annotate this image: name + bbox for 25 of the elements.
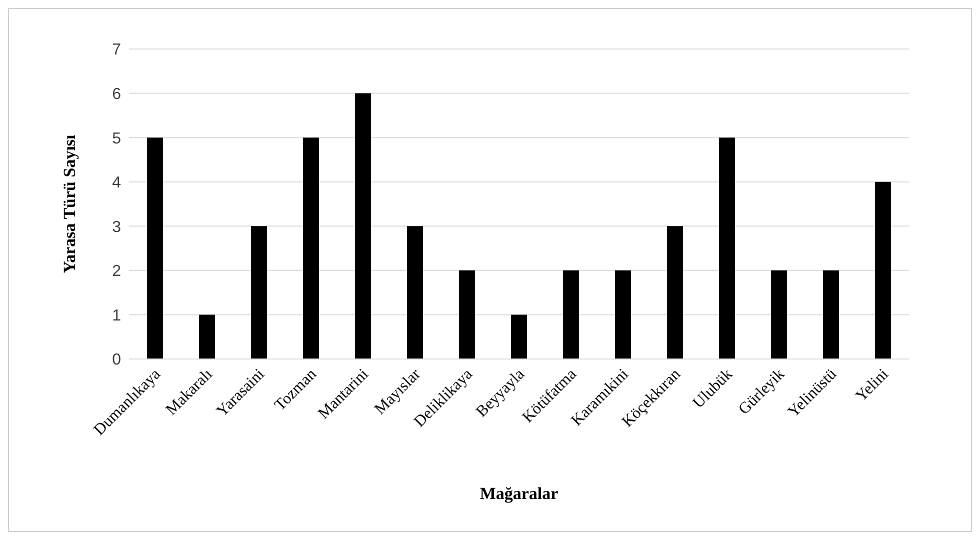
bar (407, 226, 423, 359)
y-tick-label: 3 (112, 218, 122, 236)
y-tick-label: 7 (112, 42, 122, 59)
bar (355, 93, 371, 359)
bar (459, 270, 475, 359)
y-tick-label: 5 (112, 130, 122, 148)
y-tick-label: 2 (112, 263, 122, 280)
x-axis-title: Mağaralar (480, 484, 559, 503)
bar (563, 270, 579, 359)
y-tick-label: 6 (112, 86, 122, 103)
y-axis-title: Yarasa Türü Sayısı (60, 134, 80, 274)
bar (303, 138, 319, 359)
bar (823, 270, 839, 359)
bar (511, 314, 527, 359)
bar (199, 314, 215, 359)
bar (615, 270, 631, 359)
bar (147, 138, 163, 359)
bar (875, 182, 891, 359)
bar (771, 270, 787, 359)
bar (719, 138, 735, 359)
bar (251, 226, 267, 359)
bar (667, 226, 683, 359)
y-tick-label: 0 (112, 352, 122, 369)
y-tick-label: 1 (112, 307, 122, 324)
y-tick-label: 4 (112, 174, 122, 192)
